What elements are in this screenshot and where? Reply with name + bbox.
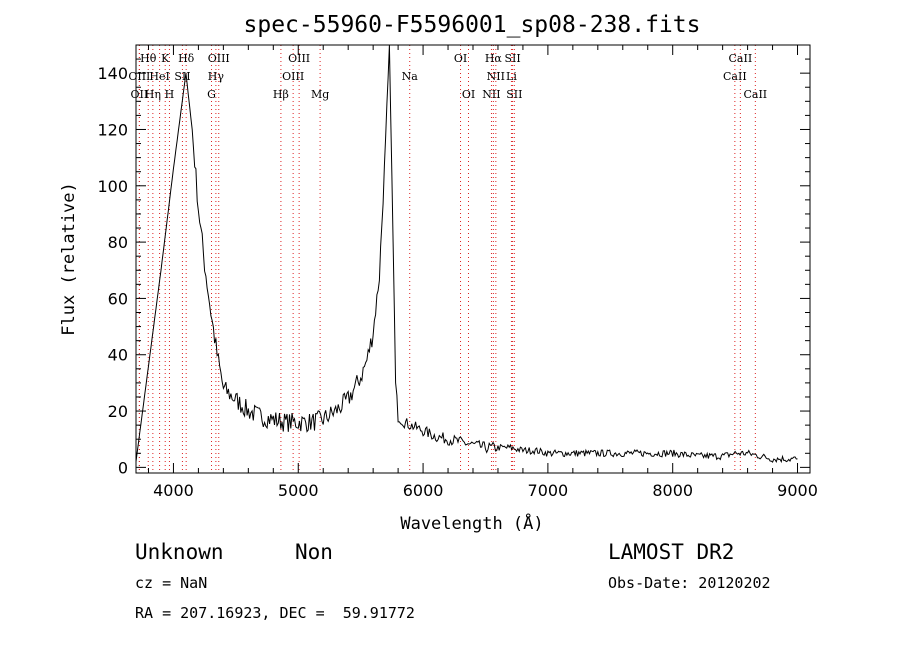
redshift-cz: cz = NaN [135,574,208,592]
spectral-line-label: Na [402,70,419,83]
y-tick-label: 20 [108,402,128,421]
spectral-line-label: CaII [743,88,767,101]
x-tick-label: 5000 [278,481,319,500]
spectral-line-label: OI [454,52,467,65]
y-tick-label: 40 [108,346,128,365]
y-axis-ticks: 0 20 40 60 80 100 120 140 [97,58,810,477]
spectrum-series-line [135,44,798,464]
x-axis-ticks: 4000 5000 6000 7000 8000 9000 [147,45,818,500]
spectral-line-markers [138,45,756,473]
spectral-line-label: Hγ [208,70,225,83]
spectral-line-label: OII [131,88,149,101]
spectral-line-label: Li [506,70,517,83]
x-tick-label: 9000 [777,481,818,500]
y-tick-label: 60 [108,289,128,308]
spectral-line-label: OIII [282,70,304,83]
spectral-line-label: OIII [208,52,230,65]
x-tick-label: 6000 [403,481,444,500]
spectral-line-label: SII [174,70,190,83]
spectral-line-label: Hβ [273,88,289,101]
spectral-line-label: SII [506,88,522,101]
y-tick-label: 140 [97,64,128,83]
y-axis-label: Flux (relative) [59,182,79,336]
object-subclass: Non [295,540,333,564]
y-tick-label: 100 [97,177,128,196]
spectral-line-label: Hη [145,88,161,101]
x-tick-label: 7000 [528,481,569,500]
x-tick-label: 4000 [153,481,194,500]
spectral-line-label: Mg [311,88,329,101]
spectral-line-label: H [165,88,175,101]
chart-title: spec-55960-F5596001_sp08-238.fits [244,12,701,38]
spectral-line-label: CaII [729,52,753,65]
spectral-line-label: Hδ [178,52,195,65]
spectral-line-label: NII [482,88,500,101]
spectral-line-label: K [161,52,170,65]
observation-date: Obs-Date: 20120202 [608,574,771,592]
y-tick-label: 80 [108,233,128,252]
spectral-line-label: Hα [485,52,503,65]
y-tick-label: 120 [97,120,128,139]
y-tick-label: 0 [118,458,128,477]
x-axis-label: Wavelength (Å) [400,512,543,534]
spectral-line-label: OI [462,88,475,101]
object-class: Unknown [135,540,224,564]
ra-dec-coordinates: RA = 207.16923, DEC = 59.91772 [135,604,415,622]
spectral-line-label: Hθ [140,52,157,65]
x-tick-label: 8000 [652,481,693,500]
spectral-line-label: HeI [149,70,169,83]
spectral-line-label: G [207,88,216,101]
plot-frame [135,44,811,474]
spectral-line-label: NII [487,70,505,83]
spectral-line-label: CaII [723,70,747,83]
spectral-line-label: SII [504,52,520,65]
spectral-line-label: OIII [288,52,310,65]
spectral-line-label: OIII [128,70,150,83]
survey-name: LAMOST DR2 [608,540,735,564]
